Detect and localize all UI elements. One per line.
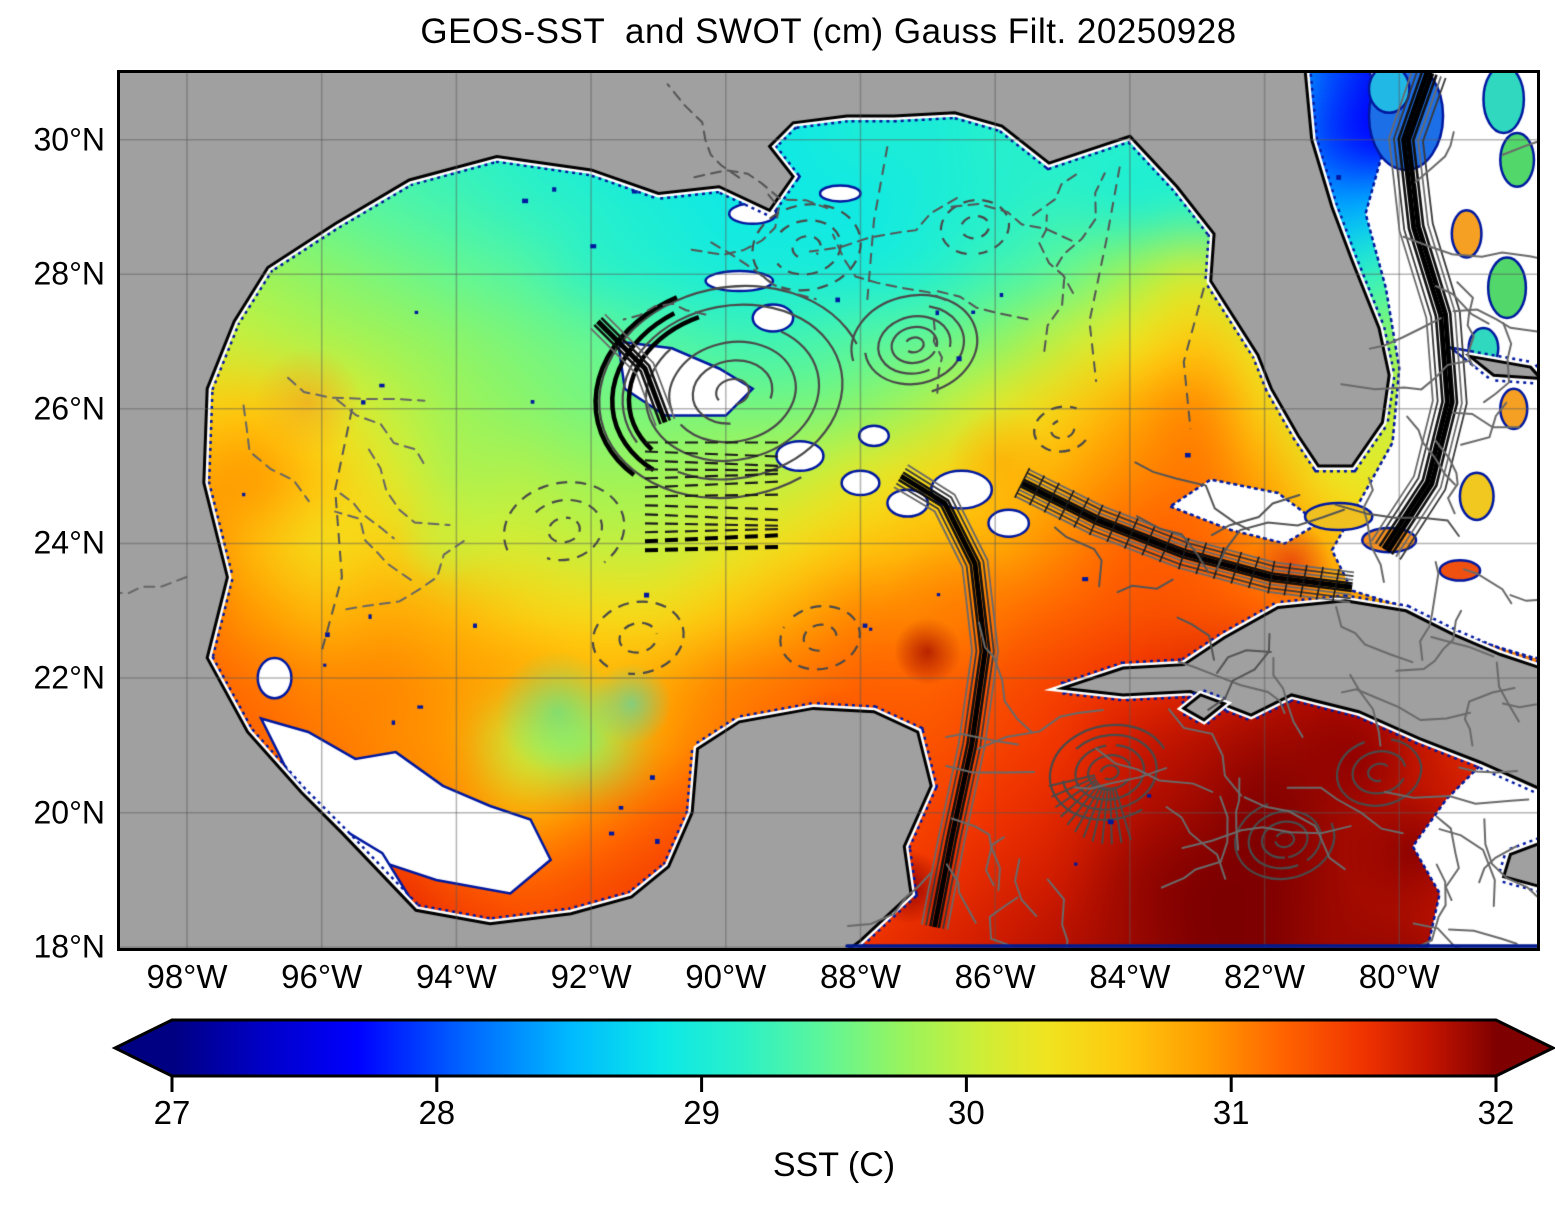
x-tick-label: 96°W xyxy=(281,958,363,995)
colorbar-tick-label: 31 xyxy=(1212,1094,1250,1131)
colorbar-tick-label: 29 xyxy=(683,1094,720,1131)
map-plot-area xyxy=(117,70,1540,951)
y-tick-label: 18°N xyxy=(33,928,106,965)
colorbar-tick-label: 27 xyxy=(153,1094,191,1131)
chart-title: GEOS-SST and SWOT (cm) Gauss Filt. 20250… xyxy=(420,12,1237,51)
colorbar-tick-label: 30 xyxy=(948,1094,985,1131)
x-tick-label: 80°W xyxy=(1358,958,1440,995)
x-tick-label: 88°W xyxy=(819,958,902,995)
x-tick-label: 82°W xyxy=(1224,958,1306,995)
x-tick-label: 90°W xyxy=(685,958,767,995)
x-tick-label: 84°W xyxy=(1089,958,1171,995)
x-tick-label: 92°W xyxy=(550,958,632,995)
y-tick-label: 24°N xyxy=(33,524,106,561)
y-tick-label: 22°N xyxy=(33,659,106,696)
colorbar xyxy=(0,1016,1555,1101)
colorbar-tick-label: 32 xyxy=(1477,1094,1515,1131)
colorbar-tick-label: 28 xyxy=(418,1094,456,1131)
y-tick-label: 30°N xyxy=(33,121,106,158)
y-tick-label: 28°N xyxy=(33,255,106,292)
y-tick-label: 26°N xyxy=(33,390,106,427)
y-tick-label: 20°N xyxy=(33,794,106,831)
x-tick-label: 86°W xyxy=(954,958,1036,995)
colorbar-gradient xyxy=(111,1018,1555,1092)
colorbar-label: SST (C) xyxy=(772,1146,896,1184)
x-tick-label: 98°W xyxy=(146,958,228,995)
x-tick-label: 94°W xyxy=(415,958,497,995)
sst-map-canvas xyxy=(120,73,1537,948)
